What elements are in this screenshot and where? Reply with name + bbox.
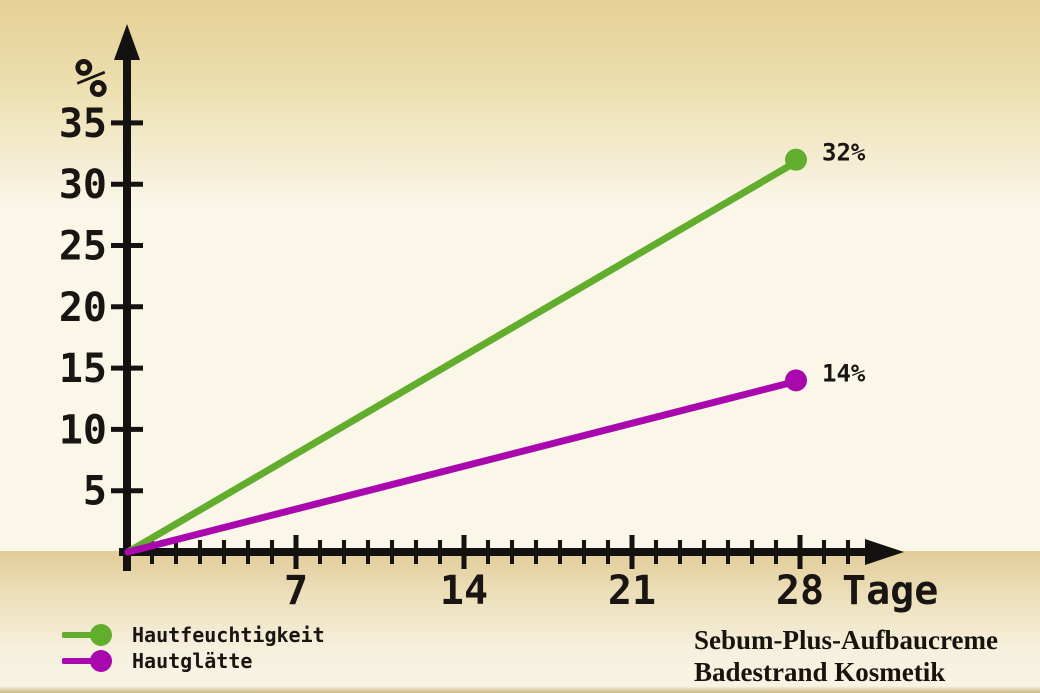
brand-line-1: Sebum-Plus-Aufbaucreme xyxy=(694,625,999,655)
x-tick-label: 21 xyxy=(608,568,656,614)
y-tick-label: 15 xyxy=(59,346,107,392)
y-tick-label: 30 xyxy=(59,162,107,208)
series-line-hautglätte xyxy=(124,376,804,556)
legend-label: Hautfeuchtigkeit xyxy=(132,623,325,647)
series-line-hautfeuchtigkeit xyxy=(124,156,804,556)
legend-item: Hautglätte xyxy=(62,648,325,674)
x-tick-label: 28 xyxy=(776,568,824,614)
legend: Hautfeuchtigkeit Hautglätte xyxy=(62,622,325,674)
brand-line-2: Badestrand Kosmetik xyxy=(694,657,946,687)
y-tick-label: 5 xyxy=(83,469,107,515)
y-axis-arrow xyxy=(114,24,140,60)
x-tick-label: 14 xyxy=(440,568,488,614)
y-tick-label: 20 xyxy=(59,285,107,331)
y-tick-label: 35 xyxy=(59,101,107,147)
legend-label: Hautglätte xyxy=(132,649,253,673)
y-axis-title: % xyxy=(74,47,107,110)
y-tick-label: 25 xyxy=(59,224,107,270)
data-point-hautfeuchtigkeit xyxy=(785,148,807,171)
x-tick-label: 7 xyxy=(284,568,308,614)
legend-marker-icon xyxy=(62,650,112,672)
y-tick-label: 10 xyxy=(59,407,107,453)
data-label: 32% xyxy=(822,139,866,167)
legend-item: Hautfeuchtigkeit xyxy=(62,622,325,648)
x-axis-arrow xyxy=(865,539,904,565)
brand-text: Sebum-Plus-Aufbaucreme Badestrand Kosmet… xyxy=(694,624,998,688)
data-point-hautglätte xyxy=(785,369,807,392)
x-axis-title: Tage xyxy=(842,568,938,614)
legend-marker-icon xyxy=(62,624,112,646)
data-label: 14% xyxy=(822,359,866,387)
